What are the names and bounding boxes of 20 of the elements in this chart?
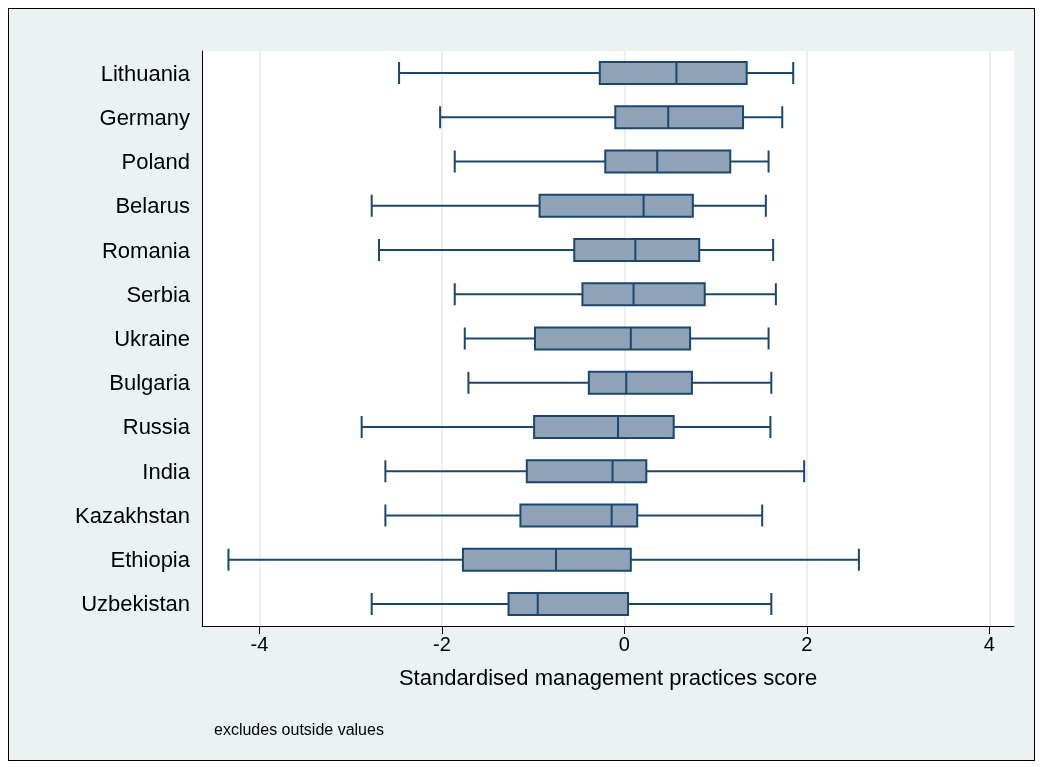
y-tick-label: Serbia [126, 281, 191, 307]
text: excludes outside values [214, 720, 384, 738]
y-tick-label: Ukraine [114, 326, 190, 351]
y-tick-label: Poland [121, 149, 190, 175]
x-tick-label: 0 [618, 633, 630, 655]
y-tick-label: Kazakhstan [75, 502, 190, 528]
x-axis-title: Standardised management practices score [398, 664, 818, 690]
y-tick-label: India [142, 458, 191, 484]
y-tick-label: Lithuania [100, 60, 191, 86]
x-tick-label: 2 [801, 633, 813, 655]
x-tick-label: -2 [433, 633, 451, 655]
x-tick-label: 4 [983, 633, 995, 655]
y-tick-label: Bulgaria [109, 370, 191, 396]
x-tick-label: -4 [250, 633, 269, 655]
y-tick-label: Ethiopia [110, 547, 191, 573]
y-tick-label: Uzbekistan [81, 591, 190, 617]
y-tick-label: Romania [101, 237, 191, 263]
y-tick-label: Russia [122, 414, 191, 440]
y-tick-label: Belarus [115, 193, 190, 219]
y-tick-label: Germany [99, 104, 190, 130]
